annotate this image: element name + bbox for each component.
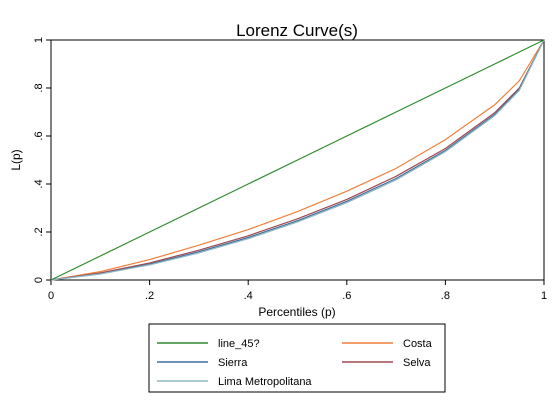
series-line-lima-metropolitana xyxy=(50,39,545,281)
legend-label: Lima Metropolitana xyxy=(218,376,312,388)
legend-label: Selva xyxy=(403,357,431,369)
x-axis-label: Percentiles (p) xyxy=(258,305,335,319)
x-tick-label: .6 xyxy=(342,290,351,302)
series-line-line-45 xyxy=(50,39,545,281)
y-tick-label: .2 xyxy=(33,227,45,236)
y-axis-label: L(p) xyxy=(9,149,23,170)
y-tick-label: 0 xyxy=(33,277,45,283)
plot-frame xyxy=(50,39,545,281)
x-tick-label: 0 xyxy=(48,290,54,302)
chart-title: Lorenz Curve(s) xyxy=(236,21,358,40)
y-tick-label: 1 xyxy=(33,37,45,43)
legend-label: Sierra xyxy=(218,357,248,369)
series-lines xyxy=(50,39,545,281)
x-tick-label: .4 xyxy=(244,290,253,302)
legend-label: Costa xyxy=(403,338,433,350)
x-tick-label: 1 xyxy=(541,290,547,302)
x-tick-label: .8 xyxy=(441,290,450,302)
series-line-sierra xyxy=(50,39,545,281)
y-axis-ticks: 0 .2 .4 .6 .8 1 xyxy=(33,37,51,283)
series-line-selva xyxy=(50,39,545,281)
y-tick-label: .4 xyxy=(33,179,45,188)
x-tick-label: .2 xyxy=(145,290,154,302)
x-axis-ticks: 0 .2 .4 .6 .8 1 xyxy=(48,280,547,302)
y-tick-label: .8 xyxy=(33,83,45,92)
legend-label: line_45? xyxy=(218,338,260,350)
y-tick-label: .6 xyxy=(33,131,45,140)
series-line-costa xyxy=(50,39,545,281)
legend: line_45? Costa Sierra Selva Lima Metropolita… xyxy=(157,338,433,388)
